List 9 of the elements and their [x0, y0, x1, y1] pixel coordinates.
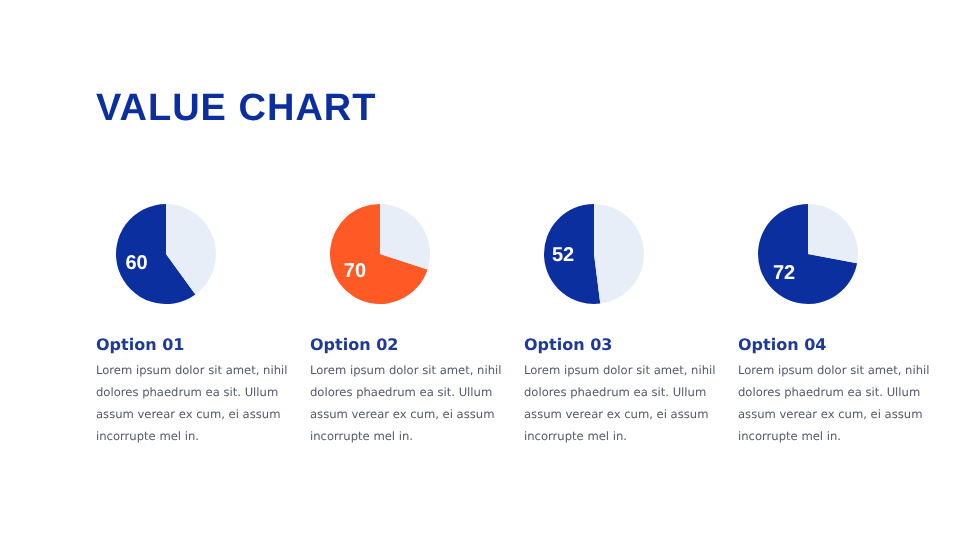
text: Option 03: [524, 336, 615, 354]
data-label: 52: [551, 244, 576, 267]
text: Option 01: [96, 336, 187, 354]
text: VALUE CHART: [96, 88, 377, 132]
data-label: 70: [343, 261, 367, 284]
text: Option 04: [738, 336, 829, 354]
data-label: 60: [125, 252, 149, 275]
data-label: 72: [772, 262, 797, 285]
text: Option 02: [310, 336, 401, 354]
